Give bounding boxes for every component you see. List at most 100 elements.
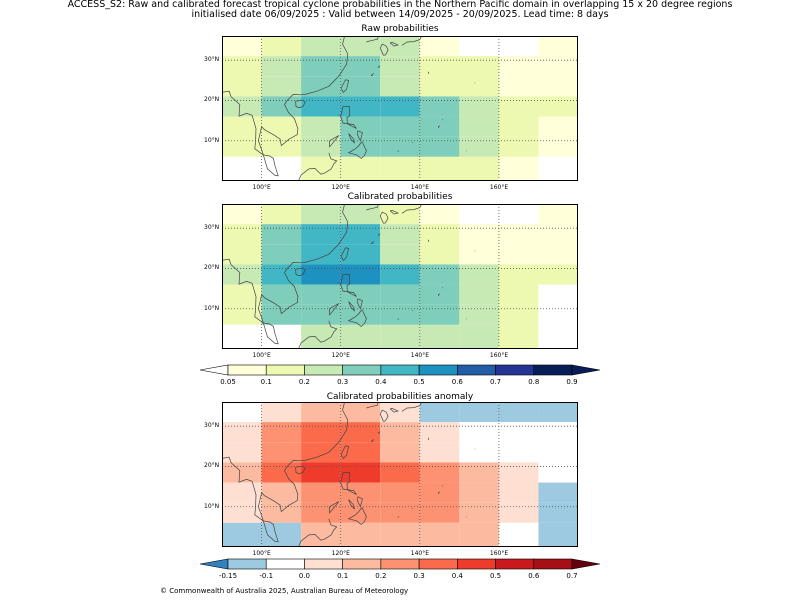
probability-cell [498,402,539,423]
probability-cell [222,244,262,265]
probability-cell [222,96,262,117]
probability-cell [498,224,539,245]
probability-cell [222,56,262,77]
probability-cell [419,522,460,547]
coastline [438,491,440,494]
colorbar-tick-label: 0.6 [451,378,463,386]
probability-colorbar: 0.05 0.1 0.2 0.3 0.4 0.5 0.6 0.7 0.8 0.9 [199,364,601,386]
coastline [438,293,440,296]
latitude-tick-label: 10°N [204,136,220,144]
probability-cell [459,402,499,423]
probability-cell [301,204,341,225]
probability-cell [538,56,578,77]
probability-cell [459,136,499,157]
probability-cell [538,482,578,503]
colorbar-segment [533,364,573,376]
probability-cell [498,422,539,443]
coastline [389,210,400,215]
probability-cell [301,502,341,523]
probability-cell [380,96,420,117]
coastline [370,73,374,77]
probability-cell [419,482,460,503]
probability-cell [498,304,539,325]
coastline [370,439,374,443]
coastline [438,125,440,128]
probability-cell [538,204,578,225]
probability-cell [261,96,302,117]
probability-cell [222,402,262,423]
probability-cell [459,284,499,305]
probability-cell [380,482,420,503]
probability-cell [301,96,341,117]
coastline [378,65,381,68]
colorbar-tick-label: 0.1 [337,572,349,580]
probability-cell [380,76,420,97]
probability-cell [222,502,262,523]
colorbar-segment [418,558,458,570]
probability-cell [459,116,499,137]
panel-title-calibrated: Calibrated probabilities [347,192,453,202]
probability-cell [340,156,381,181]
probability-cell [459,482,499,503]
probability-cell [301,136,341,157]
probability-cell [459,522,499,547]
coastline [378,233,381,236]
coastline [379,409,389,422]
probability-cell [222,324,262,349]
probability-cell [340,76,381,97]
probability-cell [261,56,302,77]
colorbar-tick-label: 0.05 [220,378,236,386]
longitude-tick-label: 120°E [331,352,350,359]
coastline [297,518,338,548]
probability-cell [538,284,578,305]
probability-cell [538,244,578,265]
colorbar-tick-label: 0.3 [413,572,425,580]
probability-cell [538,96,578,117]
colorbar-tick-label: 0.5 [413,378,425,386]
probability-cell [538,304,578,325]
colorbar-segment [418,364,458,376]
probability-cell [498,36,539,57]
colorbar-segment [380,364,420,376]
probability-cell [498,56,539,77]
latitude-tick-label: 10°N [204,502,220,510]
probability-cell [538,224,578,245]
anomaly-map: 100°E 120°E 140°E 160°E 30°N 20°N 10°N [204,401,578,557]
coastline [347,309,367,327]
probability-cell [301,402,341,423]
longitude-tick-label: 160°E [489,184,509,191]
probability-cell [222,482,262,503]
probability-cell [380,502,420,523]
longitude-tick-label: 120°E [331,550,350,557]
probability-cell [498,502,539,523]
coastline [340,274,357,297]
probability-cell [419,502,460,523]
colorbar-segment [227,364,267,376]
probability-cell [538,156,578,181]
probability-cell [261,136,302,157]
latitude-tick-label: 30°N [204,224,220,232]
probability-cell [538,264,578,285]
probability-cell [340,284,381,305]
probability-cell [340,402,381,423]
probability-cell [340,442,381,463]
colorbar-segment [265,364,305,376]
panel-title-anomaly: Calibrated probabilities anomaly [326,392,474,402]
probability-cell [261,284,302,305]
probability-cell [222,116,262,137]
probability-cell [301,76,341,97]
probability-cell [222,204,262,225]
probability-cell [538,402,578,423]
probability-cell [498,522,539,547]
probability-cell [261,402,302,423]
coastline [401,35,423,46]
probability-cell [222,224,262,245]
probability-cell [419,462,460,483]
colorbar-segment [380,558,420,570]
latitude-tick-label: 30°N [204,422,220,430]
probability-cell [419,284,460,305]
probability-cell [340,36,381,57]
probability-cell [419,204,460,225]
probability-cell [498,462,539,483]
probability-cell [301,264,341,285]
